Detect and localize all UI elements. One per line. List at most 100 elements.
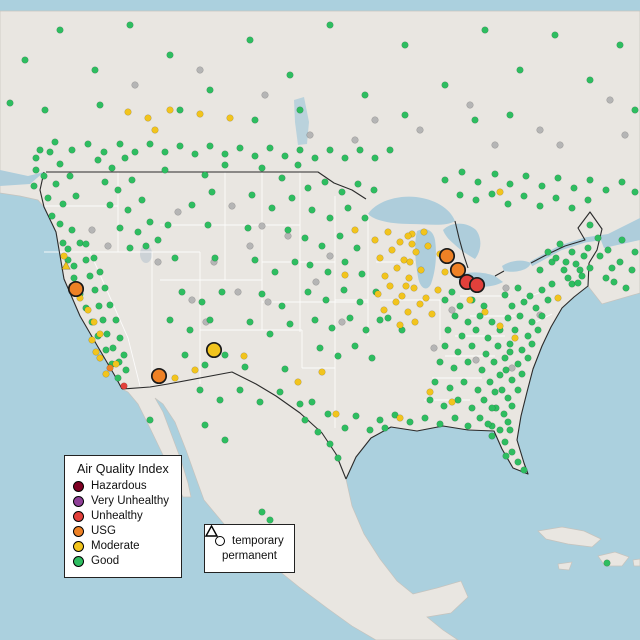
station-dot-good [391,411,399,419]
moderate-swatch-icon [73,540,84,552]
legend-item-usg: USG [73,525,169,537]
station-dot-moderate [396,238,404,246]
station-dot-good [211,254,219,262]
station-dot-good [441,342,449,350]
station-dot-inactive [326,252,334,260]
station-dot-moderate [96,330,104,338]
station-dot-moderate [84,306,92,314]
station-dot-good [64,256,72,264]
station-dot-inactive [508,364,516,372]
station-dot-good [236,386,244,394]
station-dot-good [618,236,626,244]
station-dot-good [514,458,522,466]
station-dot-good [59,200,67,208]
shape-legend: temporary permanent [204,524,295,573]
legend-item-moderate: Moderate [73,540,169,552]
station-dot-inactive [88,226,96,234]
station-dot-good [288,194,296,202]
legend-item-unhealthy: Unhealthy [73,510,169,522]
station-dot-good [472,326,480,334]
station-dot-good [602,274,610,282]
station-dot-good [134,228,142,236]
station-dot-good [628,266,636,274]
station-dot-good [578,272,586,280]
station-dot-good [502,452,510,460]
station-dot-good [544,248,552,256]
station-dot-good [552,254,560,262]
station-dot-inactive [196,66,204,74]
station-dot-good [258,164,266,172]
station-dot-good [146,218,154,226]
station-dot-good [76,239,84,247]
station-dot-good [198,298,206,306]
station-dot-good [340,286,348,294]
shape-legend-item-permanent: permanent [205,525,284,562]
station-dot-good [488,318,496,326]
station-dot-good [352,412,360,420]
station-dot-good [506,340,514,348]
station-dot-good [56,220,64,228]
station-dot-good [562,258,570,266]
station-dot-good [236,144,244,152]
station-dot-good [326,21,334,29]
station-dots-layer [6,21,639,567]
station-dot-good [286,71,294,79]
station-dot-good [554,174,562,182]
station-dot-good [622,284,630,292]
station-dot-good [246,36,254,44]
station-dot-good [444,326,452,334]
station-dot-inactive [536,126,544,134]
aqi-legend-items: Hazardous Very Unhealthy Unhealthy USG Moder… [73,480,169,567]
station-dot-good [116,224,124,232]
legend-item-good: Good [73,555,169,567]
station-dot-good [101,178,109,186]
station-dot-good [431,378,439,386]
station-dot-good [618,178,626,186]
station-dot-good [146,140,154,148]
station-dot-good [346,314,354,322]
station-dot-good [451,414,459,422]
station-dot-good [301,234,309,242]
station-dot-good [326,440,334,448]
station-dot-good [99,316,107,324]
station-dot-good [508,448,516,456]
station-dot-moderate [226,114,234,122]
station-dot-good [66,172,74,180]
station-dot-good [6,99,14,107]
station-dot-good [106,301,114,309]
station-dot-moderate [416,300,424,308]
station-dot-good [304,184,312,192]
station-dot-inactive [502,284,510,292]
station-dot-moderate [60,252,68,260]
station-dot-good [552,194,560,202]
station-dot-moderate [92,348,100,356]
station-dot-moderate [554,294,562,302]
station-dot-good [21,56,29,64]
station-dot-good [366,426,374,434]
station-dot-good [534,326,542,334]
station-dot-good [500,410,508,418]
station-dot-good [68,146,76,154]
station-dot-good [114,374,122,382]
station-dot-good [321,178,329,186]
station-dot-moderate [400,256,408,264]
station-dot-good [281,152,289,160]
station-dot-good [72,192,80,200]
station-dot-good [478,366,486,374]
station-dot-good [291,258,299,266]
station-dot-moderate [405,274,413,282]
station-dot-good [324,268,332,276]
station-dot-unhealthy [120,382,128,390]
station-dot-good [161,148,169,156]
station-dot-good [526,292,534,300]
station-dot-good [536,202,544,210]
station-dot-good [580,252,588,260]
station-dot-good [322,296,330,304]
station-dot-good [91,66,99,74]
station-dot-good [514,360,522,368]
event-marker-usg [150,367,168,385]
station-dot-good [356,298,364,306]
station-dot-moderate [396,321,404,329]
station-dot-good [166,51,174,59]
